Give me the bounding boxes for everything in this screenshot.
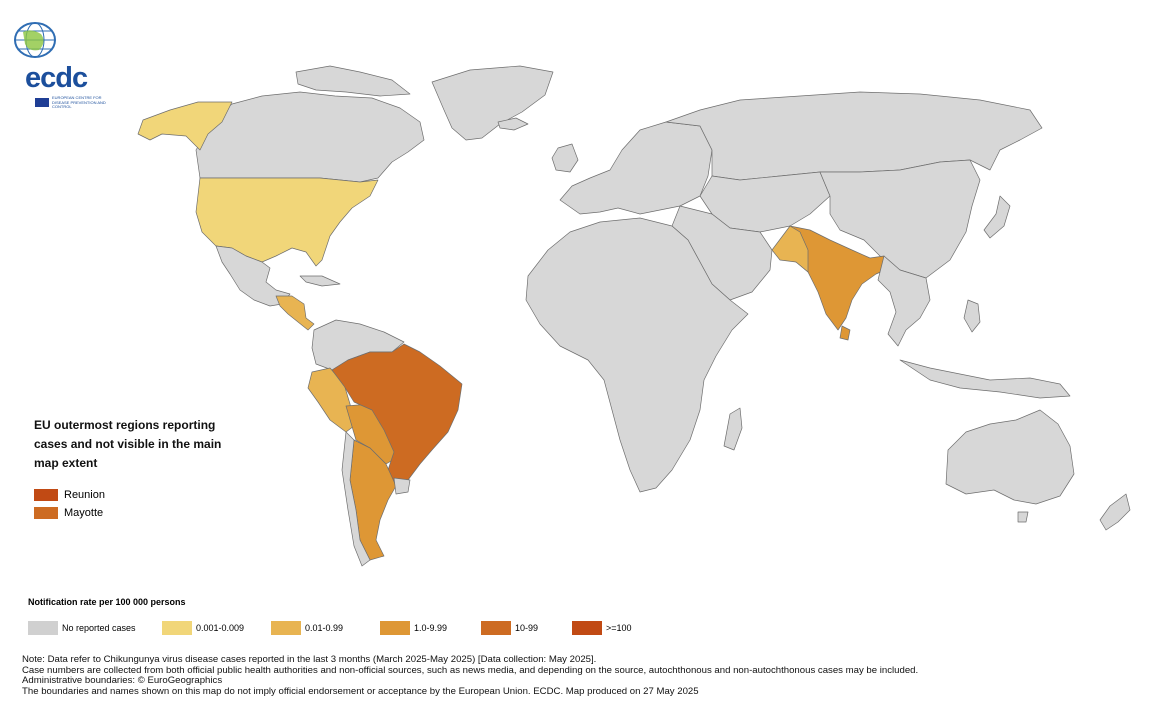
- legend-label: >=100: [606, 623, 632, 633]
- legend-label: 1.0-9.99: [414, 623, 448, 633]
- iceland: [497, 117, 529, 131]
- japan: [983, 195, 1011, 239]
- china: [819, 159, 981, 279]
- legend-swatch: [162, 621, 192, 635]
- legend-label: 0.01-0.99: [305, 623, 344, 633]
- world-map: [137, 65, 1131, 567]
- outermost-swatch: [34, 507, 58, 519]
- logo-wordmark: ecdc: [25, 62, 88, 94]
- legend-label: 10-99: [515, 623, 539, 633]
- legend-swatch: [380, 621, 410, 635]
- tasmania: [1017, 511, 1029, 523]
- uruguay: [393, 477, 411, 495]
- legend-item: 0.001-0.009: [162, 621, 271, 635]
- madagascar: [723, 407, 743, 451]
- outermost-swatch: [34, 489, 58, 501]
- legend-item: >=100: [572, 621, 652, 635]
- note-line: Case numbers are collected from both off…: [22, 664, 919, 676]
- africa: [525, 217, 749, 493]
- europe: [559, 121, 713, 215]
- sri-lanka: [839, 325, 851, 341]
- legend-swatch: [572, 621, 602, 635]
- outermost-item: Reunion: [34, 489, 244, 501]
- russia: [665, 91, 1043, 181]
- legend-swatch: [271, 621, 301, 635]
- australia: [945, 409, 1075, 505]
- legend-swatch: [28, 621, 58, 635]
- new-zealand: [1099, 493, 1131, 531]
- chile: [341, 431, 371, 567]
- outermost-item: Mayotte: [34, 507, 244, 519]
- greenland: [431, 65, 554, 141]
- southeast-asia: [877, 255, 931, 347]
- legend-label: 0.001-0.009: [196, 623, 245, 633]
- legend-label: No reported cases: [62, 623, 136, 633]
- legend: No reported cases 0.001-0.009 0.01-0.99 …: [28, 621, 652, 635]
- canada: [195, 91, 425, 183]
- indonesia: [899, 359, 1071, 399]
- legend-swatch: [481, 621, 511, 635]
- outermost-label: Reunion: [64, 489, 105, 501]
- note-line: The boundaries and names shown on this m…: [22, 685, 699, 697]
- ecdc-logo: ecdc EUROPEAN CENTRE FOR DISEASE PREVENT…: [8, 18, 108, 109]
- legend-item: 10-99: [481, 621, 572, 635]
- outermost-title: EU outermost regions reporting cases and…: [34, 418, 222, 470]
- legend-item: 0.01-0.99: [271, 621, 380, 635]
- legend-title: Notification rate per 100 000 persons: [28, 597, 186, 607]
- globe-icon: [14, 22, 56, 58]
- alaska: [137, 101, 233, 151]
- logo-subtitle: EUROPEAN CENTRE FOR DISEASE PREVENTION A…: [52, 95, 106, 109]
- philippines: [963, 299, 981, 333]
- outermost-label: Mayotte: [64, 507, 104, 519]
- legend-item: 1.0-9.99: [380, 621, 481, 635]
- uk: [551, 143, 579, 173]
- map-notes: Note: Data refer to Chikungunya virus di…: [22, 654, 919, 697]
- outermost-regions-panel: EU outermost regions reporting cases and…: [34, 416, 244, 519]
- note-line: Administrative boundaries: © EuroGeograp…: [22, 675, 223, 687]
- cuba: [299, 275, 341, 287]
- note-line: Note: Data refer to Chikungunya virus di…: [22, 654, 597, 665]
- legend-item: No reported cases: [28, 621, 162, 635]
- central-america: [275, 295, 315, 331]
- pakistan: [771, 225, 809, 273]
- canada-islands: [295, 65, 411, 97]
- brazil: [331, 343, 463, 487]
- eu-flag-icon: [35, 98, 49, 107]
- mexico: [215, 245, 291, 307]
